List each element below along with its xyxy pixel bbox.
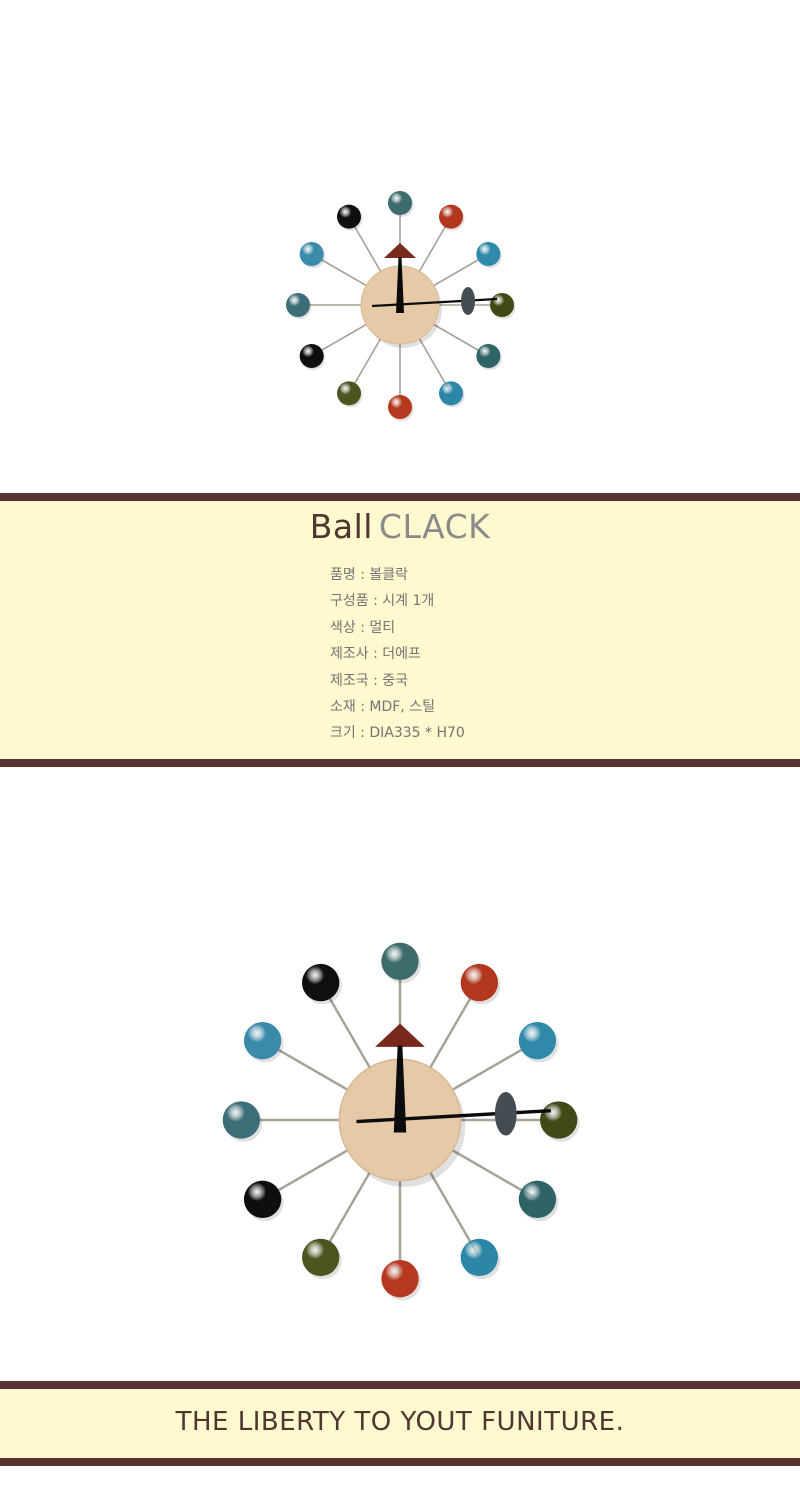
clock-ball <box>302 963 340 1002</box>
clock-ball <box>243 1180 282 1218</box>
product-info-band: Ball CLACK 품명 : 볼클락 구성품 : 시계 1개 색상 : 멀티 제… <box>0 493 800 767</box>
clock-ball <box>302 1238 340 1277</box>
clock-ball <box>388 395 412 419</box>
center-pin <box>396 1116 404 1124</box>
spec-item: 제조사 : 더에프 <box>330 646 421 663</box>
ball-clock-illustration <box>222 942 580 1301</box>
band-top-divider <box>0 493 800 501</box>
hour-arrow <box>384 243 416 258</box>
clock-ball <box>222 1101 260 1139</box>
center-pin <box>397 302 403 308</box>
clock-ball <box>286 293 310 317</box>
minute-hand <box>371 297 498 308</box>
hour-hand <box>393 1045 407 1133</box>
footer-tagline: THE LIBERTY TO YOUT FUNITURE. <box>175 1407 625 1437</box>
clock-ball <box>490 293 514 317</box>
product-title: Ball CLACK <box>0 507 800 546</box>
ball-clock-illustration <box>286 191 516 421</box>
clock-ball <box>381 942 419 980</box>
product-title-part1: Ball <box>309 507 373 546</box>
clock-ball <box>381 1260 419 1298</box>
clock-ball <box>337 204 361 229</box>
clock-ball <box>243 1022 282 1060</box>
product-image-large <box>0 910 800 1330</box>
clock-ball <box>460 1238 498 1277</box>
spec-item: 품명 : 볼클락 <box>330 567 409 583</box>
clock-ball <box>518 1180 557 1218</box>
band-bottom-divider <box>0 759 800 767</box>
clock-ball <box>540 1101 578 1139</box>
product-spec-list: 품명 : 볼클락 구성품 : 시계 1개 색상 : 멀티 제조사 : 더에프 제… <box>330 565 465 750</box>
product-image-small <box>0 170 800 440</box>
hour-hand <box>396 257 404 313</box>
product-title-part2: CLACK <box>378 507 491 546</box>
spec-item: 크기 : DIA335 * H70 <box>330 725 465 742</box>
clock-ball <box>476 344 501 368</box>
clock-ball <box>299 242 324 266</box>
counterweight <box>494 1092 517 1136</box>
spec-item: 제조국 : 중국 <box>330 672 409 689</box>
spec-item: 구성품 : 시계 1개 <box>330 593 435 610</box>
counterweight <box>461 287 475 315</box>
footer-band: THE LIBERTY TO YOUT FUNITURE. <box>0 1381 800 1466</box>
hour-arrow <box>375 1023 425 1047</box>
band-top-divider <box>0 1381 800 1389</box>
clock-ball <box>476 242 501 266</box>
clock-ball <box>518 1022 557 1060</box>
band-bottom-divider <box>0 1458 800 1466</box>
clock-ball <box>337 381 361 406</box>
clock-ball <box>439 204 463 229</box>
clock-ball <box>460 963 498 1002</box>
minute-hand <box>356 1108 551 1124</box>
clock-ball <box>439 381 463 406</box>
spec-item: 색상 : 멀티 <box>330 619 396 636</box>
spec-item: 소재 : MDF, 스틸 <box>330 698 435 715</box>
clock-ball <box>299 344 324 368</box>
clock-ball <box>388 191 412 215</box>
